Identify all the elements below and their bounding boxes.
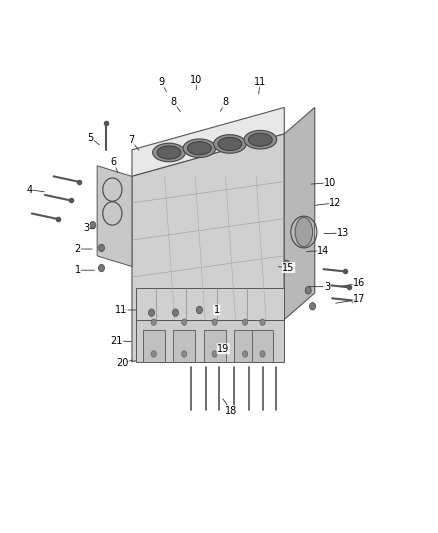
Ellipse shape bbox=[214, 135, 246, 154]
Text: 17: 17 bbox=[353, 294, 365, 304]
Text: 3: 3 bbox=[83, 223, 89, 233]
Text: 10: 10 bbox=[324, 177, 336, 188]
Ellipse shape bbox=[183, 139, 216, 158]
Ellipse shape bbox=[244, 131, 277, 149]
Circle shape bbox=[260, 351, 265, 357]
Ellipse shape bbox=[152, 143, 185, 162]
Text: 13: 13 bbox=[337, 228, 349, 238]
Text: 18: 18 bbox=[225, 406, 237, 416]
Polygon shape bbox=[143, 330, 165, 362]
Text: 15: 15 bbox=[283, 263, 295, 272]
Text: 3: 3 bbox=[324, 281, 330, 292]
Polygon shape bbox=[173, 330, 195, 362]
Text: 12: 12 bbox=[329, 198, 342, 208]
Text: 8: 8 bbox=[170, 97, 177, 107]
Text: 20: 20 bbox=[116, 358, 129, 368]
Text: 16: 16 bbox=[353, 278, 365, 288]
Text: 10: 10 bbox=[190, 75, 202, 85]
Polygon shape bbox=[97, 166, 132, 266]
Circle shape bbox=[173, 309, 179, 317]
Ellipse shape bbox=[248, 133, 272, 147]
Polygon shape bbox=[252, 330, 273, 362]
Text: 4: 4 bbox=[27, 184, 33, 195]
Text: 1: 1 bbox=[74, 265, 81, 275]
Ellipse shape bbox=[218, 138, 242, 151]
Circle shape bbox=[305, 287, 311, 294]
Text: 19: 19 bbox=[217, 344, 230, 354]
Text: 11: 11 bbox=[254, 77, 266, 87]
Circle shape bbox=[283, 260, 290, 268]
Ellipse shape bbox=[187, 142, 212, 155]
Circle shape bbox=[99, 264, 105, 272]
Text: 11: 11 bbox=[115, 305, 127, 315]
Circle shape bbox=[99, 244, 105, 252]
Circle shape bbox=[243, 319, 248, 325]
Circle shape bbox=[90, 221, 96, 229]
Circle shape bbox=[148, 309, 155, 317]
Circle shape bbox=[260, 319, 265, 325]
Text: 9: 9 bbox=[159, 77, 165, 87]
Text: 14: 14 bbox=[317, 246, 329, 256]
Text: 1: 1 bbox=[214, 305, 220, 315]
Circle shape bbox=[151, 351, 156, 357]
Circle shape bbox=[212, 351, 217, 357]
Text: 8: 8 bbox=[223, 97, 229, 107]
Circle shape bbox=[182, 319, 187, 325]
Ellipse shape bbox=[295, 217, 313, 247]
Circle shape bbox=[151, 319, 156, 325]
Circle shape bbox=[310, 303, 316, 310]
Polygon shape bbox=[284, 108, 315, 319]
Text: 2: 2 bbox=[74, 244, 81, 254]
Polygon shape bbox=[136, 319, 284, 362]
Polygon shape bbox=[132, 134, 284, 362]
Text: 21: 21 bbox=[110, 336, 123, 346]
Circle shape bbox=[212, 319, 217, 325]
Circle shape bbox=[182, 351, 187, 357]
Polygon shape bbox=[132, 108, 284, 176]
Circle shape bbox=[196, 306, 202, 314]
Text: 7: 7 bbox=[128, 135, 134, 146]
Circle shape bbox=[243, 351, 248, 357]
Text: 6: 6 bbox=[111, 157, 117, 167]
Polygon shape bbox=[136, 288, 284, 319]
Text: 5: 5 bbox=[88, 133, 94, 143]
Polygon shape bbox=[204, 330, 226, 362]
Ellipse shape bbox=[157, 146, 181, 159]
Polygon shape bbox=[234, 330, 256, 362]
